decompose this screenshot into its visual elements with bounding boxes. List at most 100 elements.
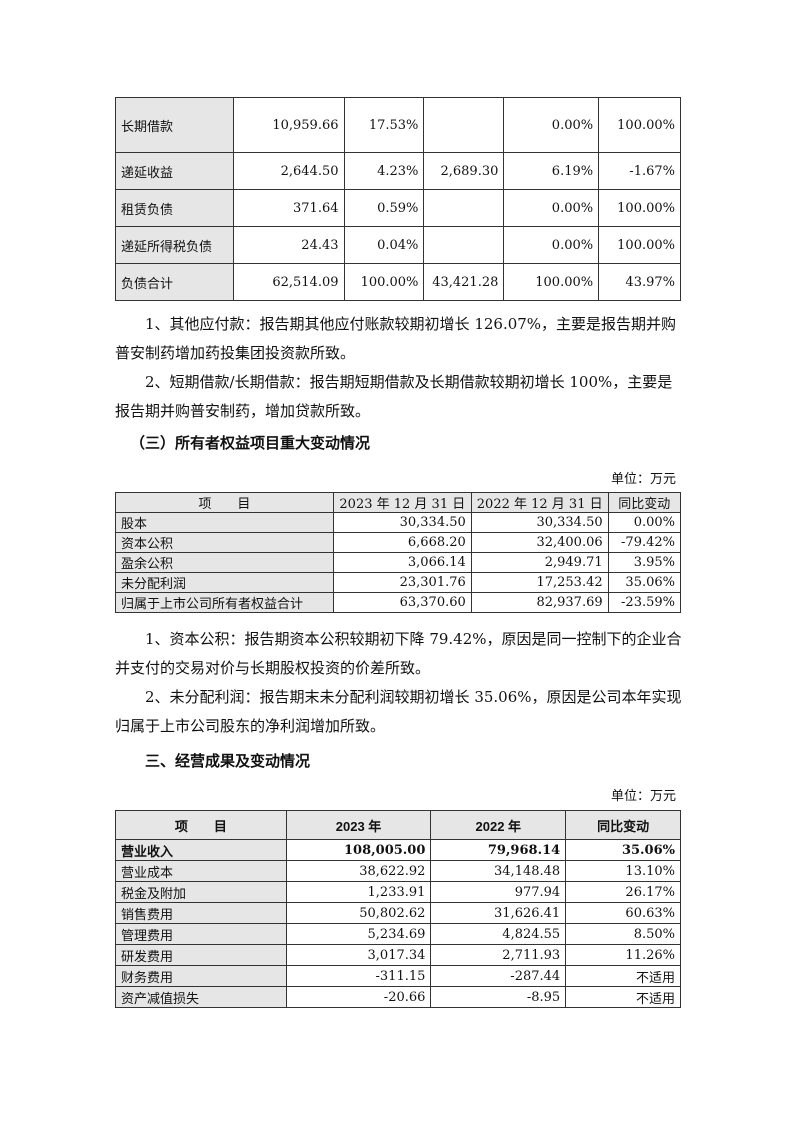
cell-value: -311.15	[285, 965, 432, 987]
note-retained-earnings: 2、未分配利润：报告期末未分配利润较期初增长 35.06%，原因是公司本年实现归…	[115, 688, 682, 735]
row-label: 负债合计	[115, 263, 234, 301]
table-row: 管理费用 5,234.69 4,824.55 8.50%	[115, 923, 681, 945]
cell-value: 60.63%	[565, 902, 681, 924]
cell-value: -79.42%	[607, 532, 682, 553]
row-label: 税金及附加	[115, 881, 287, 903]
cell-value: 6.19%	[503, 152, 600, 190]
cell-value: 34,148.48	[430, 860, 567, 882]
equity-table: 项 目 2023 年 12 月 31 日 2022 年 12 月 31 日同比变动股…	[115, 492, 682, 613]
table-header-row: 项 目 2023 年 2022 年同比变动	[115, 810, 681, 840]
row-label: 归属于上市公司所有者权益合计	[115, 592, 334, 613]
cell-value: 0.04%	[343, 226, 425, 264]
table-row: 递延收益 2,644.50 4.23% 2,689.30 6.19% -1.67%	[115, 152, 681, 190]
cell-value: 17.53%	[343, 97, 425, 153]
cell-value: 30,334.50	[470, 512, 609, 533]
row-label: 递延所得税负债	[115, 226, 234, 264]
table-row: 研发费用 3,017.34 2,711.93 11.26%	[115, 944, 681, 966]
table-row: 营业收入 108,005.00 79,968.14 35.06%	[115, 839, 681, 861]
row-label: 递延收益	[115, 152, 234, 190]
cell-value: 100.00%	[343, 263, 425, 301]
cell-value: 43.97%	[598, 263, 681, 301]
table-row: 税金及附加 1,233.91 977.94 26.17%	[115, 881, 681, 903]
cell-value	[423, 189, 505, 227]
column-header: 2023 年 12 月 31 日	[332, 492, 472, 513]
cell-value: 3.95%	[607, 552, 682, 573]
cell-value: 35.06%	[565, 839, 681, 861]
column-header: 2022 年 12 月 31 日	[470, 492, 609, 513]
column-header: 2022 年	[430, 810, 567, 840]
cell-value: 100.00%	[598, 226, 681, 264]
table-row: 长期借款 10,959.66 17.53% 0.00% 100.00%	[115, 97, 681, 153]
row-label: 营业收入	[115, 839, 287, 861]
section-heading-equity: （三）所有者权益项目重大变动情况	[130, 434, 371, 452]
cell-value: 26.17%	[565, 881, 681, 903]
column-header: 同比变动	[565, 810, 681, 840]
cell-value: -23.59%	[607, 592, 682, 613]
liabilities-table: 长期借款 10,959.66 17.53% 0.00% 100.00% 递延收益 2,644…	[115, 97, 681, 301]
cell-value: 62,514.09	[232, 263, 345, 301]
cell-value: 100.00%	[598, 189, 681, 227]
cell-value: 24.43	[232, 226, 345, 264]
row-label: 管理费用	[115, 923, 287, 945]
cell-value: 2,689.30	[423, 152, 505, 190]
row-label: 股本	[115, 512, 334, 533]
cell-value	[423, 97, 505, 153]
cell-value: 3,066.14	[332, 552, 472, 573]
unit-label: 单位：万元	[610, 472, 676, 487]
operating-results-table: 项 目 2023 年 2022 年同比变动 营业收入 108,005.00 79,968.…	[115, 810, 681, 1008]
cell-value: -1.67%	[598, 152, 681, 190]
cell-value: 63,370.60	[332, 592, 472, 613]
row-label: 营业成本	[115, 860, 287, 882]
table-row: 负债合计 62,514.09 100.00% 43,421.28 100.00% 43.9…	[115, 263, 681, 301]
cell-value: -8.95	[430, 986, 567, 1008]
row-label: 未分配利润	[115, 572, 334, 593]
row-label: 财务费用	[115, 965, 287, 987]
column-header: 项 目	[115, 810, 287, 840]
row-label: 资本公积	[115, 532, 334, 553]
cell-value: 35.06%	[607, 572, 682, 593]
cell-value: 371.64	[232, 189, 345, 227]
row-label: 盈余公积	[115, 552, 334, 573]
cell-value: 108,005.00	[285, 839, 432, 861]
cell-value: 43,421.28	[423, 263, 505, 301]
cell-value: 38,622.92	[285, 860, 432, 882]
table-row: 销售费用 50,802.62 31,626.41 60.63%	[115, 902, 681, 924]
cell-value: 5,234.69	[285, 923, 432, 945]
cell-value: 100.00%	[503, 263, 600, 301]
cell-value: 82,937.69	[470, 592, 609, 613]
table-row: 资本公积 6,668.20 32,400.06 -79.42%	[115, 532, 682, 553]
cell-value: 13.10%	[565, 860, 681, 882]
cell-value: 32,400.06	[470, 532, 609, 553]
cell-value: 1,233.91	[285, 881, 432, 903]
table-row: 营业成本 38,622.92 34,148.48 13.10%	[115, 860, 681, 882]
cell-value: 4.23%	[343, 152, 425, 190]
cell-value: 30,334.50	[332, 512, 472, 533]
cell-value: 0.00%	[503, 189, 600, 227]
cell-value: 2,949.71	[470, 552, 609, 573]
cell-value: 23,301.76	[332, 572, 472, 593]
table-row: 盈余公积 3,066.14 2,949.71 3.95%	[115, 552, 682, 573]
unit-label: 单位：万元	[610, 789, 676, 804]
cell-value: 6,668.20	[332, 532, 472, 553]
table-row: 未分配利润 23,301.76 17,253.42 35.06%	[115, 572, 682, 593]
row-label: 研发费用	[115, 944, 287, 966]
cell-value: 2,644.50	[232, 152, 345, 190]
cell-value: 2,711.93	[430, 944, 567, 966]
cell-value: 不适用	[565, 986, 681, 1008]
cell-value: 11.26%	[565, 944, 681, 966]
cell-value: 17,253.42	[470, 572, 609, 593]
note-capital-reserve: 1、资本公积：报告期资本公积较期初下降 79.42%，原因是同一控制下的企业合并…	[115, 630, 682, 677]
cell-value: 8.50%	[565, 923, 681, 945]
table-row: 递延所得税负债 24.43 0.04% 0.00% 100.00%	[115, 226, 681, 264]
table-row: 归属于上市公司所有者权益合计 63,370.60 82,937.69 -23.59%	[115, 592, 682, 613]
cell-value: 不适用	[565, 965, 681, 987]
cell-value: -287.44	[430, 965, 567, 987]
cell-value: 0.00%	[503, 226, 600, 264]
cell-value: 79,968.14	[430, 839, 567, 861]
column-header: 2023 年	[285, 810, 432, 840]
cell-value: 3,017.34	[285, 944, 432, 966]
cell-value: -20.66	[285, 986, 432, 1008]
cell-value: 50,802.62	[285, 902, 432, 924]
row-label: 销售费用	[115, 902, 287, 924]
